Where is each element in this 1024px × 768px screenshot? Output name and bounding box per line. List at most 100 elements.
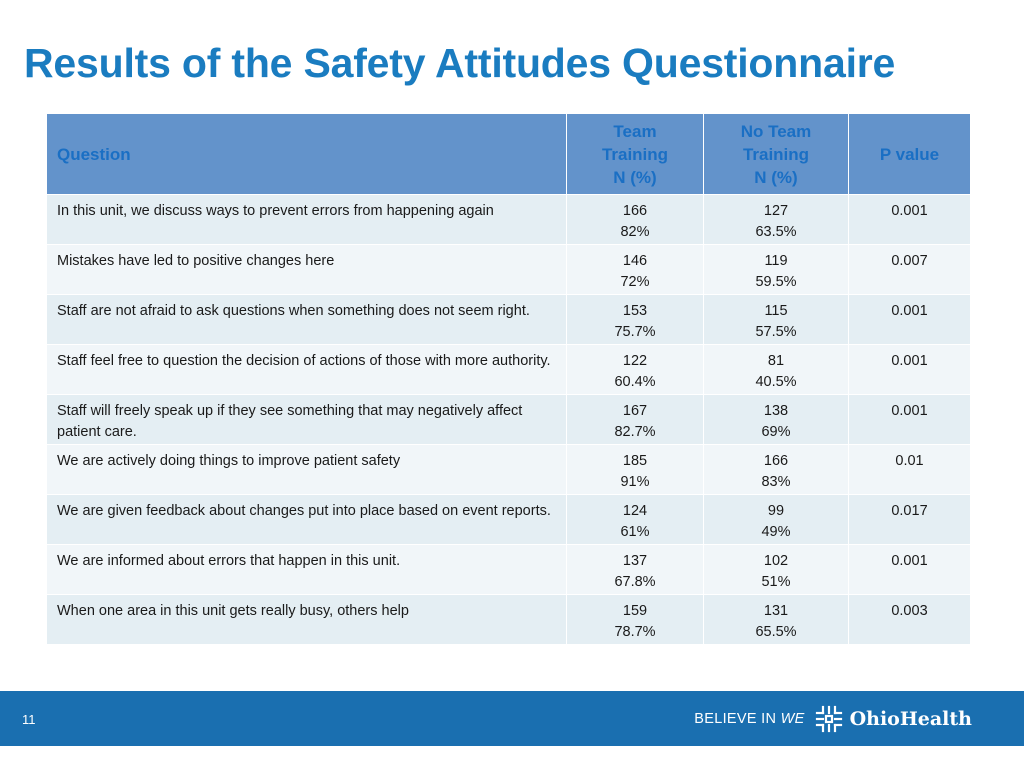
page-number: 11: [22, 712, 36, 727]
p-value: 0.01: [895, 453, 924, 469]
p-value-cell: 0.003: [848, 594, 971, 645]
no-team-training-cell: 102 51%: [703, 544, 849, 595]
question-text: We are given feedback about changes put …: [57, 503, 551, 519]
no-team-training-cell: 115 57.5%: [703, 294, 849, 345]
percent-value: 75.7%: [614, 324, 656, 340]
no-team-training-column-header: No Team Training N (%): [703, 113, 849, 195]
table-row: We are given feedback about changes put …: [46, 494, 971, 545]
p-value-cell: 0.017: [848, 494, 971, 545]
no-team-training-cell: 119 59.5%: [703, 244, 849, 295]
count-value: 153: [622, 303, 648, 319]
percent-value: 49%: [761, 524, 791, 540]
tagline-prefix: BELIEVE IN: [694, 711, 777, 727]
percent-value: 59.5%: [755, 274, 797, 290]
team-training-cell: 146 72%: [566, 244, 704, 295]
header-line: N (%): [754, 167, 798, 187]
count-value: 122: [622, 353, 648, 369]
count-value: 99: [767, 503, 785, 519]
p-value-cell: 0.01: [848, 444, 971, 495]
question-cell: Staff are not afraid to ask questions wh…: [46, 294, 567, 345]
brand-tagline: BELIEVE IN WE: [694, 711, 804, 727]
count-value: 185: [622, 453, 648, 469]
table-row: Mistakes have led to positive changes he…: [46, 244, 971, 295]
question-cell: Staff will freely speak up if they see s…: [46, 394, 567, 445]
p-value: 0.017: [891, 503, 928, 519]
question-text: When one area in this unit gets really b…: [57, 603, 409, 619]
percent-value: 60.4%: [614, 374, 656, 390]
p-value-column-header: P value: [848, 113, 971, 195]
p-value: 0.007: [891, 253, 928, 269]
question-text: Staff will freely speak up if they see s…: [57, 403, 523, 440]
count-value: 166: [763, 453, 789, 469]
team-training-cell: 159 78.7%: [566, 594, 704, 645]
p-value: 0.001: [891, 203, 928, 219]
question-cell: When one area in this unit gets really b…: [46, 594, 567, 645]
table-row: In this unit, we discuss ways to prevent…: [46, 194, 971, 245]
question-cell: We are informed about errors that happen…: [46, 544, 567, 595]
no-team-training-cell: 166 83%: [703, 444, 849, 495]
percent-value: 51%: [761, 574, 791, 590]
team-training-column-header: Team Training N (%): [566, 113, 704, 195]
p-value-cell: 0.001: [848, 344, 971, 395]
header-line: N (%): [613, 167, 657, 187]
team-training-cell: 124 61%: [566, 494, 704, 545]
p-value-cell: 0.001: [848, 394, 971, 445]
no-team-training-cell: 99 49%: [703, 494, 849, 545]
header-line: Team: [613, 121, 657, 141]
count-value: 131: [763, 603, 789, 619]
count-value: 102: [763, 553, 789, 569]
table-header-row: Question Team Training N (%) No Team Tra…: [46, 113, 971, 195]
question-cell: In this unit, we discuss ways to prevent…: [46, 194, 567, 245]
no-team-training-cell: 127 63.5%: [703, 194, 849, 245]
question-cell: Staff feel free to question the decision…: [46, 344, 567, 395]
table-row: We are informed about errors that happen…: [46, 544, 971, 595]
p-value-cell: 0.001: [848, 194, 971, 245]
question-column-header: Question: [46, 113, 567, 195]
brand-logo: BELIEVE IN WE OhioHealth: [694, 705, 972, 733]
table-row: Staff feel free to question the decision…: [46, 344, 971, 395]
results-table: Question Team Training N (%) No Team Tra…: [46, 113, 971, 645]
count-value: 115: [764, 303, 788, 319]
p-value: 0.001: [891, 403, 928, 419]
percent-value: 57.5%: [755, 324, 797, 340]
header-line: No Team: [740, 121, 812, 141]
question-cell: Mistakes have led to positive changes he…: [46, 244, 567, 295]
ohiohealth-cross-icon: [815, 705, 842, 733]
table-row: Staff are not afraid to ask questions wh…: [46, 294, 971, 345]
count-value: 137: [622, 553, 648, 569]
p-value: 0.003: [891, 603, 928, 619]
percent-value: 63.5%: [755, 224, 797, 240]
page-title: Results of the Safety Attitudes Question…: [24, 40, 896, 86]
count-value: 119: [764, 253, 788, 269]
team-training-cell: 122 60.4%: [566, 344, 704, 395]
tagline-emphasis: WE: [780, 711, 805, 727]
p-value-cell: 0.001: [848, 294, 971, 345]
percent-value: 78.7%: [614, 624, 656, 640]
percent-value: 69%: [761, 424, 791, 440]
count-value: 159: [622, 603, 648, 619]
count-value: 167: [622, 403, 648, 419]
question-cell: We are given feedback about changes put …: [46, 494, 567, 545]
percent-value: 67.8%: [614, 574, 656, 590]
p-value: 0.001: [891, 303, 928, 319]
question-cell: We are actively doing things to improve …: [46, 444, 567, 495]
table-row: When one area in this unit gets really b…: [46, 594, 971, 645]
no-team-training-cell: 138 69%: [703, 394, 849, 445]
count-value: 138: [763, 403, 789, 419]
p-value: 0.001: [891, 353, 928, 369]
percent-value: 82%: [620, 224, 650, 240]
question-text: We are actively doing things to improve …: [57, 453, 401, 469]
footer-bar: 11 BELIEVE IN WE OhioHealth: [0, 691, 1024, 746]
percent-value: 82.7%: [614, 424, 656, 440]
team-training-cell: 153 75.7%: [566, 294, 704, 345]
header-line: Training: [742, 144, 810, 164]
brand-name: OhioHealth: [849, 708, 972, 730]
question-text: Staff feel free to question the decision…: [57, 353, 551, 369]
question-text: In this unit, we discuss ways to prevent…: [57, 203, 494, 219]
count-value: 124: [622, 503, 648, 519]
question-text: Staff are not afraid to ask questions wh…: [57, 303, 530, 319]
p-value-cell: 0.007: [848, 244, 971, 295]
percent-value: 65.5%: [755, 624, 797, 640]
team-training-cell: 185 91%: [566, 444, 704, 495]
count-value: 166: [622, 203, 648, 219]
